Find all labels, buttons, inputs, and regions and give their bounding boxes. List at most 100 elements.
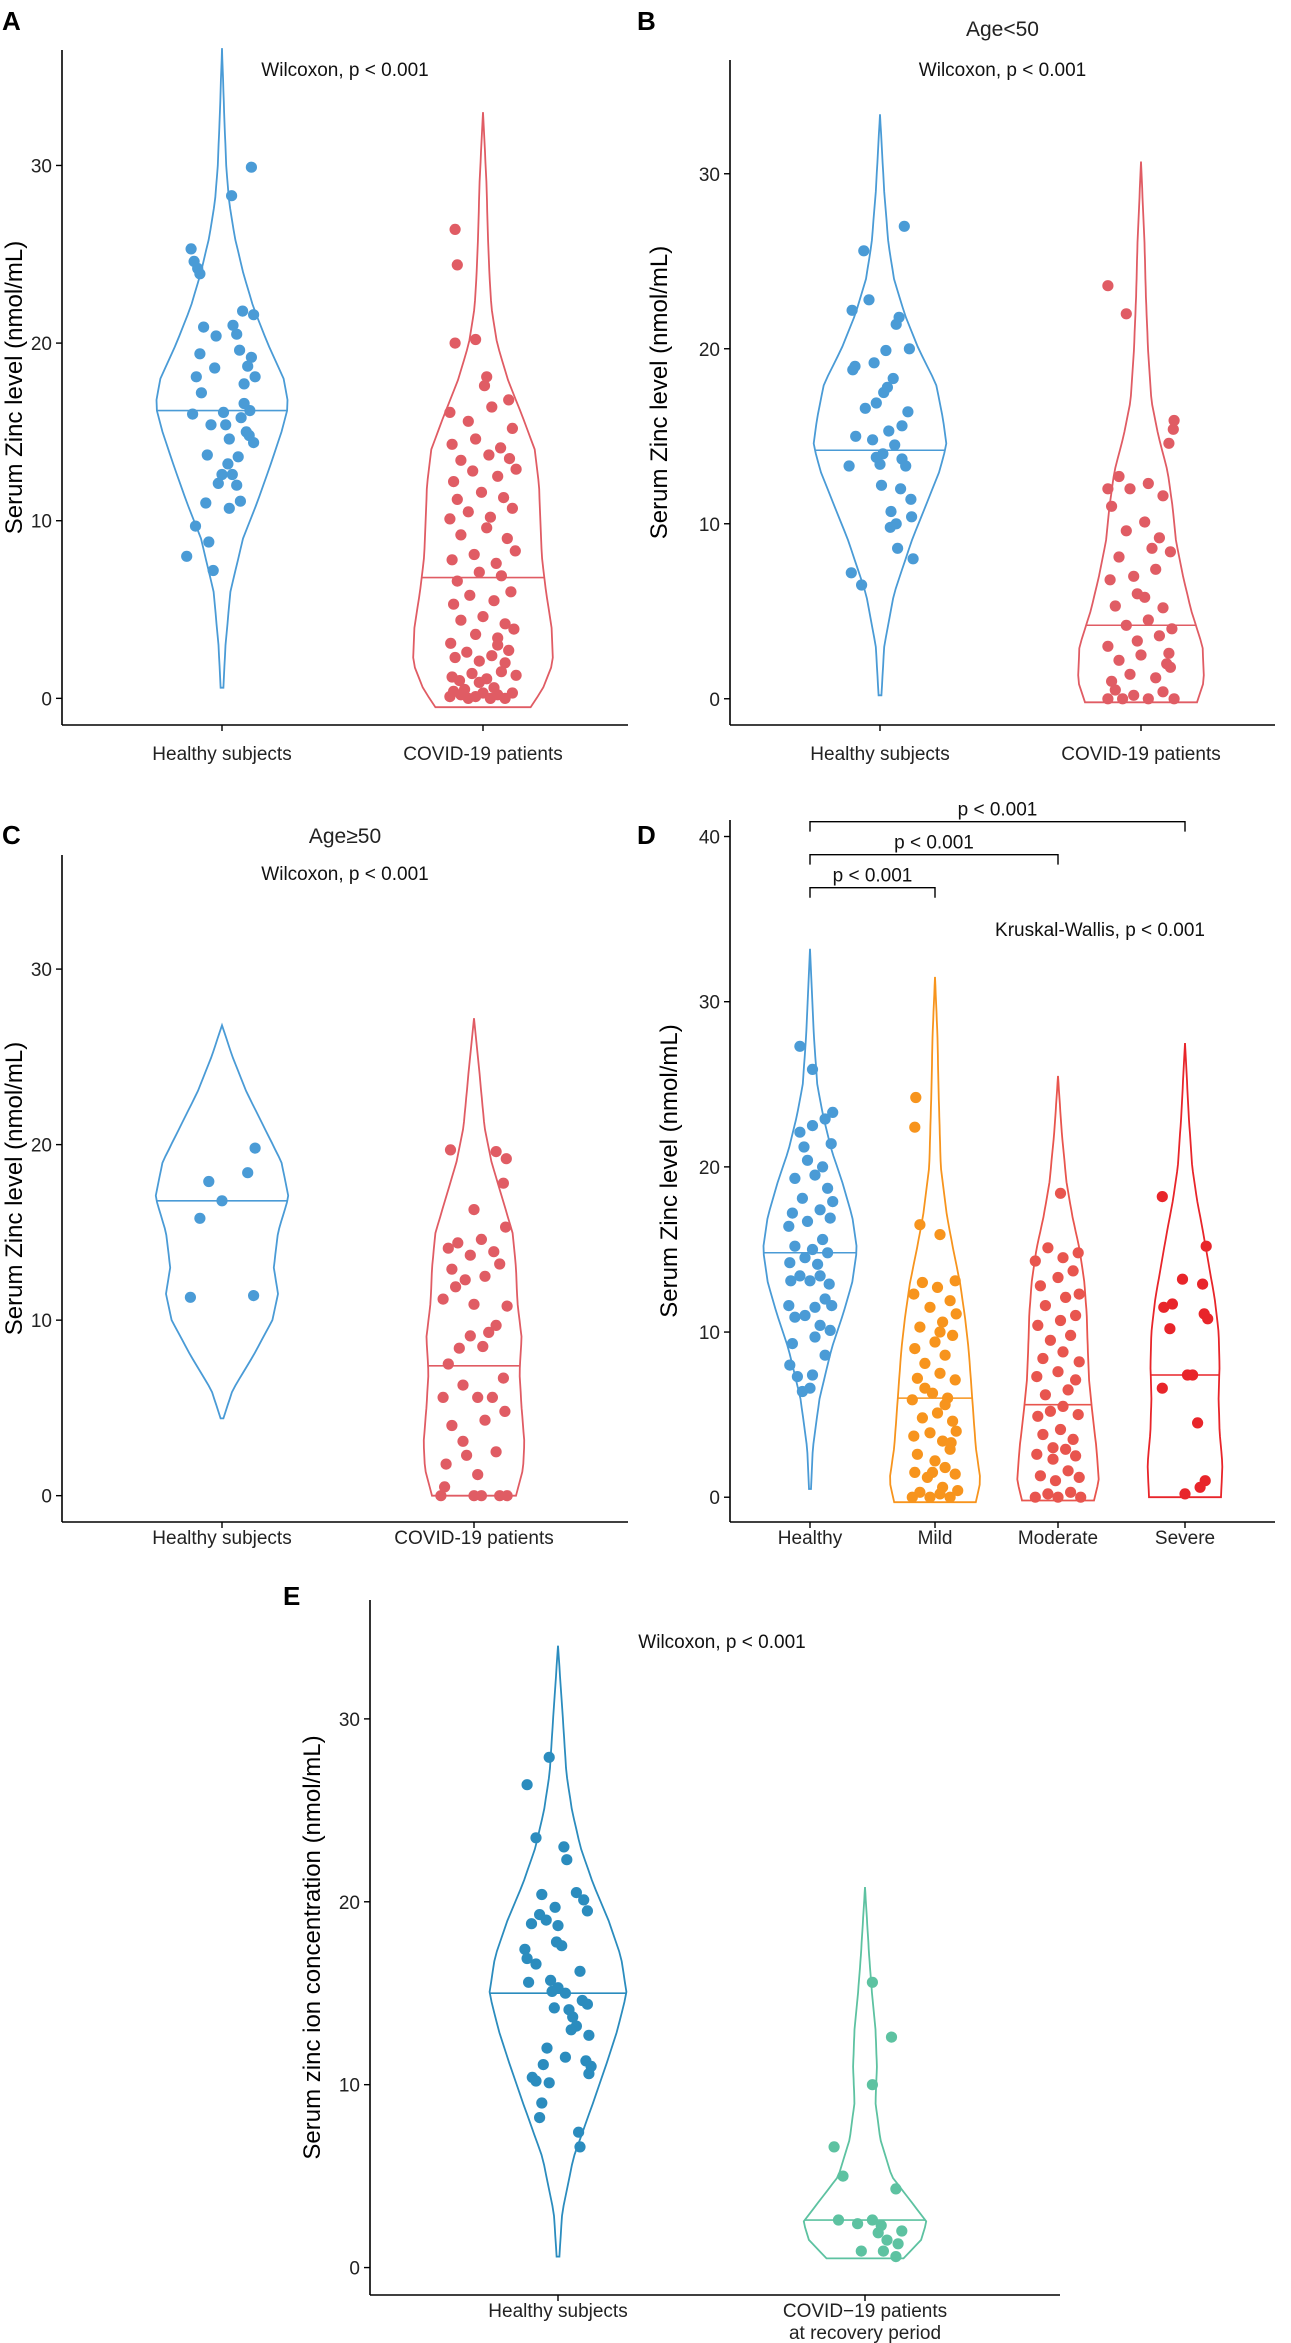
data-point <box>924 1301 936 1313</box>
panel-label: D <box>637 820 656 850</box>
data-point <box>1139 516 1151 528</box>
data-point <box>497 1372 509 1384</box>
y-axis-title: Serum zinc ion concentration (nmol/mL) <box>299 1735 326 2159</box>
data-point <box>947 1415 959 1427</box>
data-point <box>534 2112 546 2124</box>
data-point <box>866 2214 879 2226</box>
data-point <box>1060 1443 1072 1455</box>
data-point <box>1070 1450 1082 1462</box>
panel-label: B <box>637 6 656 36</box>
data-point <box>223 433 235 445</box>
data-point <box>473 676 485 689</box>
data-point <box>232 451 244 463</box>
data-point <box>1104 574 1116 586</box>
data-point <box>944 1491 956 1503</box>
data-point <box>231 479 243 491</box>
data-point <box>583 2068 595 2080</box>
data-point <box>1057 1346 1069 1358</box>
data-point <box>536 1888 548 1901</box>
test-annotation: Wilcoxon, p < 0.001 <box>919 60 1086 81</box>
data-point <box>212 477 224 489</box>
data-point <box>892 542 904 554</box>
data-point <box>495 666 507 678</box>
data-point <box>556 1940 568 1952</box>
data-point <box>895 483 907 495</box>
data-point <box>459 1274 471 1286</box>
data-point <box>448 476 460 488</box>
data-point <box>449 223 461 235</box>
data-point <box>455 529 467 541</box>
data-point <box>490 1446 502 1458</box>
data-point <box>567 2011 579 2023</box>
data-point <box>510 669 522 681</box>
data-point <box>909 1343 921 1355</box>
data-point <box>506 502 518 514</box>
data-point <box>453 675 466 687</box>
data-point <box>437 1391 449 1403</box>
y-tick-label: 0 <box>41 1487 52 1508</box>
violin-moderate: Moderate <box>1016 1075 1100 1549</box>
data-point <box>1120 525 1132 537</box>
data-point <box>477 1340 489 1353</box>
data-point <box>573 2126 585 2138</box>
data-point <box>1166 623 1178 635</box>
data-point <box>488 1246 500 1258</box>
data-point <box>939 1461 951 1474</box>
data-point <box>477 611 489 623</box>
data-point <box>464 1249 476 1261</box>
data-point <box>1161 658 1173 670</box>
data-point <box>798 1141 810 1153</box>
data-point <box>466 667 478 680</box>
data-point <box>916 1412 929 1424</box>
data-point <box>881 381 894 393</box>
data-point <box>450 1281 462 1293</box>
data-point <box>444 1144 457 1156</box>
data-point <box>189 520 202 532</box>
data-point <box>452 1237 464 1249</box>
data-point <box>1029 1491 1041 1503</box>
data-point <box>1150 672 1162 684</box>
data-point <box>234 495 246 507</box>
data-point <box>583 2029 595 2041</box>
data-point <box>1102 280 1114 292</box>
violin-outline <box>762 948 858 1490</box>
y-tick-label: 0 <box>709 1488 720 1509</box>
data-point <box>877 2245 890 2257</box>
violin-outline <box>1146 1042 1224 1499</box>
data-point <box>908 1430 920 1442</box>
violin-healthy-subjects: Healthy subjects <box>152 48 292 765</box>
data-point <box>789 1172 801 1184</box>
data-point <box>519 1943 531 1955</box>
data-point <box>1113 470 1125 483</box>
x-tick-label: Mild <box>918 1528 953 1549</box>
data-point <box>914 1486 926 1498</box>
data-point <box>1049 1475 1062 1487</box>
data-point <box>809 1301 821 1313</box>
y-axis-title: Serum Zinc level (nmol/mL) <box>1 1042 28 1335</box>
data-point <box>949 1468 961 1480</box>
data-point <box>492 470 504 482</box>
data-point <box>1167 423 1179 435</box>
data-point <box>789 1311 801 1323</box>
data-point <box>934 1326 946 1338</box>
data-point <box>937 1435 949 1447</box>
data-point <box>503 394 515 406</box>
data-point <box>478 380 491 392</box>
data-point <box>495 570 507 582</box>
data-point <box>1070 1309 1082 1322</box>
data-point <box>190 371 202 383</box>
data-point <box>446 1419 458 1432</box>
y-tick-label: 30 <box>31 156 52 177</box>
data-point <box>1072 1247 1084 1259</box>
data-point <box>455 614 467 626</box>
data-point <box>464 1330 476 1342</box>
data-point <box>1102 693 1114 705</box>
comparison-bracket: p < 0.001 <box>809 866 936 898</box>
data-point <box>234 344 246 356</box>
data-point <box>481 371 493 383</box>
data-point <box>451 493 463 505</box>
violin-outline <box>889 976 981 1504</box>
data-point <box>806 1063 819 1075</box>
data-point <box>786 1207 799 1219</box>
data-point <box>184 1291 196 1303</box>
